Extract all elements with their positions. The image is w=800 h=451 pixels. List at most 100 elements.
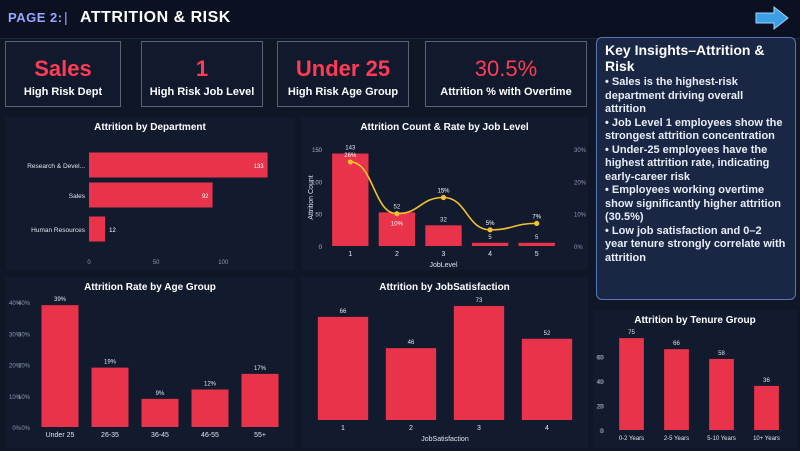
y-tick-label: 10% — [9, 395, 22, 401]
data-label: 52 — [394, 204, 401, 210]
bar — [89, 152, 268, 178]
x-tick-label: 55+ — [254, 432, 266, 439]
kpi-card-attrition-overtime: 30.5% Attrition % with Overtime — [425, 41, 587, 107]
data-label: 19% — [104, 360, 117, 366]
insight-item: • Employees working overtime show signif… — [605, 184, 782, 223]
x-axis-label: JobSatisfaction — [421, 436, 469, 443]
y-tick-label: 40 — [597, 380, 604, 386]
bar — [378, 212, 416, 246]
x-tick-label: 2-5 Years — [664, 436, 689, 442]
line-point — [534, 220, 540, 226]
y-tick-label: 40% — [18, 301, 31, 307]
x-tick-label: 1 — [348, 251, 352, 258]
header-separator: | — [64, 9, 68, 25]
chart-attrition-by-job-level: Attrition Count & Rate by Job Level 0 50 10… — [301, 117, 588, 270]
chart-svg-job-satisfaction: Attrition by JobSatisfaction 66 1 46 2 73 3 52 4… — [317, 282, 573, 443]
x-tick-label: 26-35 — [101, 432, 119, 439]
y-tick-label: 50 — [315, 213, 322, 219]
y-tick-label: Research & Devel... — [27, 163, 85, 170]
bar — [191, 389, 229, 427]
y-tick-label: Sales — [69, 193, 86, 200]
data-label: 46 — [408, 340, 415, 346]
bar — [241, 373, 279, 427]
chart-title: Attrition by Tenure Group — [634, 315, 755, 326]
line-label: 15% — [437, 189, 450, 195]
data-label: 52 — [544, 331, 551, 337]
x-tick-label: 50 — [153, 260, 160, 266]
data-label: 5 — [488, 235, 492, 241]
insights-title: Key Insights–Attrition & Risk — [605, 42, 765, 74]
x-tick-label: 3 — [477, 425, 481, 432]
line-point — [487, 227, 493, 233]
kpi-label: Attrition % with Overtime — [440, 86, 572, 98]
insight-item: • Sales is the highest-risk department d… — [605, 76, 744, 115]
data-label: 66 — [673, 341, 680, 347]
x-tick-label: 36-45 — [151, 432, 169, 439]
y2-tick-label: 0% — [574, 245, 583, 251]
y-tick-label: 20% — [9, 364, 22, 370]
y-tick-label: 10% — [18, 395, 31, 401]
next-page-arrow-icon[interactable] — [754, 5, 790, 31]
y-tick-label: 20 — [597, 405, 604, 411]
x-tick-label: Under 25 — [46, 432, 75, 439]
data-label: 32 — [440, 217, 447, 223]
page-title: ATTRITION & RISK — [80, 9, 231, 26]
x-tick-label: 4 — [488, 251, 492, 258]
data-label: 143 — [345, 146, 356, 152]
x-tick-label: 2 — [395, 251, 399, 258]
y-tick-label: 60 — [597, 356, 604, 362]
x-axis-label: JobLevel — [429, 262, 457, 269]
bar — [754, 385, 779, 430]
bar — [709, 358, 734, 430]
y-tick-label: 0 — [319, 245, 323, 251]
y-tick-label: 50 — [315, 213, 322, 219]
y-tick-label: 20 — [596, 405, 603, 411]
x-tick-label: 100 — [218, 260, 229, 266]
x-tick-label: 0 — [87, 260, 91, 266]
y-tick-label: 30% — [9, 332, 22, 338]
key-insights-panel: Key Insights–Attrition & Risk • Sales is… — [596, 37, 796, 300]
chart-attrition-by-department: Attrition by Department Research & Devel.… — [5, 117, 295, 270]
bar — [518, 242, 555, 246]
chart-svg-age-group: Attrition Rate by Age Group 0% 10% 20% 30% 40… — [9, 282, 279, 439]
y-axis-label: Attrition Count — [308, 175, 315, 219]
bar — [91, 367, 129, 427]
chart-title: Attrition by JobSatisfaction — [379, 282, 510, 293]
kpi-value: 30.5% — [474, 56, 538, 81]
line-label: 26% — [344, 153, 357, 159]
data-label: 92 — [202, 194, 209, 200]
x-tick-label: 1 — [341, 425, 345, 432]
line-point — [347, 159, 353, 165]
kpi-value: Sales — [34, 56, 92, 81]
y-tick-label: 40% — [9, 301, 22, 307]
chart-attrition-by-tenure-group: Attrition by Tenure Group 0 20 40 60 75 0-2 Ye… — [593, 310, 797, 448]
bar — [317, 316, 369, 420]
x-tick-label: 4 — [545, 425, 549, 432]
y-tick-label: 0% — [12, 426, 21, 432]
bar — [453, 305, 505, 420]
kpi-label: High Risk Age Group — [287, 86, 399, 98]
bar — [385, 348, 437, 420]
data-label: 36 — [763, 378, 770, 384]
bar — [89, 216, 106, 242]
x-tick-label: 46-55 — [201, 432, 219, 439]
kpi-card-high-risk-age-group: Under 25 High Risk Age Group — [277, 41, 409, 107]
kpi-label: High Risk Job Level — [149, 86, 255, 98]
data-label: 58 — [718, 351, 725, 357]
kpi-value: 1 — [195, 56, 209, 81]
bar — [471, 242, 509, 246]
insight-item: • Under-25 employees have the highest at… — [605, 143, 770, 183]
page-header: PAGE 2: | ATTRITION & RISK — [0, 0, 800, 39]
y-tick-label: 0 — [600, 429, 604, 435]
y-tick-label: Human Resources — [31, 227, 86, 234]
bar — [89, 182, 213, 208]
data-label: 73 — [476, 298, 483, 304]
y2-tick-label: 30% — [574, 148, 587, 154]
kpi-value: Under 25 — [295, 56, 391, 81]
x-tick-label: 0-2 Years — [619, 436, 644, 442]
data-label: 9% — [156, 391, 165, 397]
data-label: 5 — [535, 235, 539, 241]
kpi-card-high-risk-dept: Sales High Risk Dept — [5, 41, 121, 107]
x-tick-label: 3 — [442, 251, 446, 258]
chart-attrition-by-age-group: Attrition Rate by Age Group 0% 10% 20% 30% 40… — [5, 277, 295, 448]
